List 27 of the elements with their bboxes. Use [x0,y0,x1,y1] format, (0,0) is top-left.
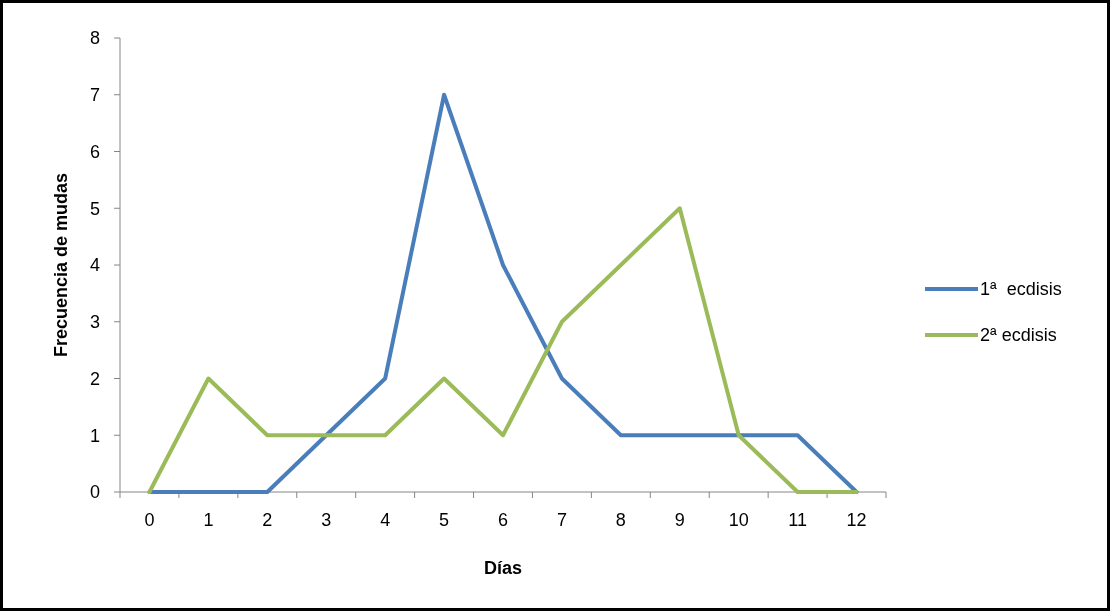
x-tick-label: 8 [615,510,626,530]
x-tick-label: 2 [262,510,273,530]
x-tick-label: 10 [728,510,749,530]
x-tick-label: 11 [788,510,807,530]
y-tick-label: 1 [89,425,100,446]
y-tick-label: 7 [89,85,100,106]
y-tick-label: 0 [89,482,100,503]
y-tick-label: 2 [89,368,100,389]
x-tick-label: 12 [846,510,867,530]
x-tick-label: 6 [497,510,509,530]
y-axis-title: Frecuencia de mudas [51,172,71,358]
x-tick-label: 0 [144,510,155,530]
x-tick-label: 4 [380,510,391,530]
x-axis-title: Días [483,558,523,578]
legend-label: 2ª ecdisis [980,325,1057,346]
x-tick-label: 9 [674,510,685,530]
x-tick-label: 5 [439,510,450,530]
y-tick-label: 3 [89,312,100,333]
legend-label: 1ª ecdisis [980,279,1062,300]
x-tick-label: 7 [556,510,567,530]
x-tick-label: 3 [321,510,332,530]
y-tick-label: 5 [89,198,100,219]
x-tick-label: 1 [203,510,214,530]
y-tick-label: 8 [89,28,100,49]
line-series [147,206,859,494]
y-tick-label: 4 [89,255,100,276]
y-tick-label: 6 [89,141,100,162]
